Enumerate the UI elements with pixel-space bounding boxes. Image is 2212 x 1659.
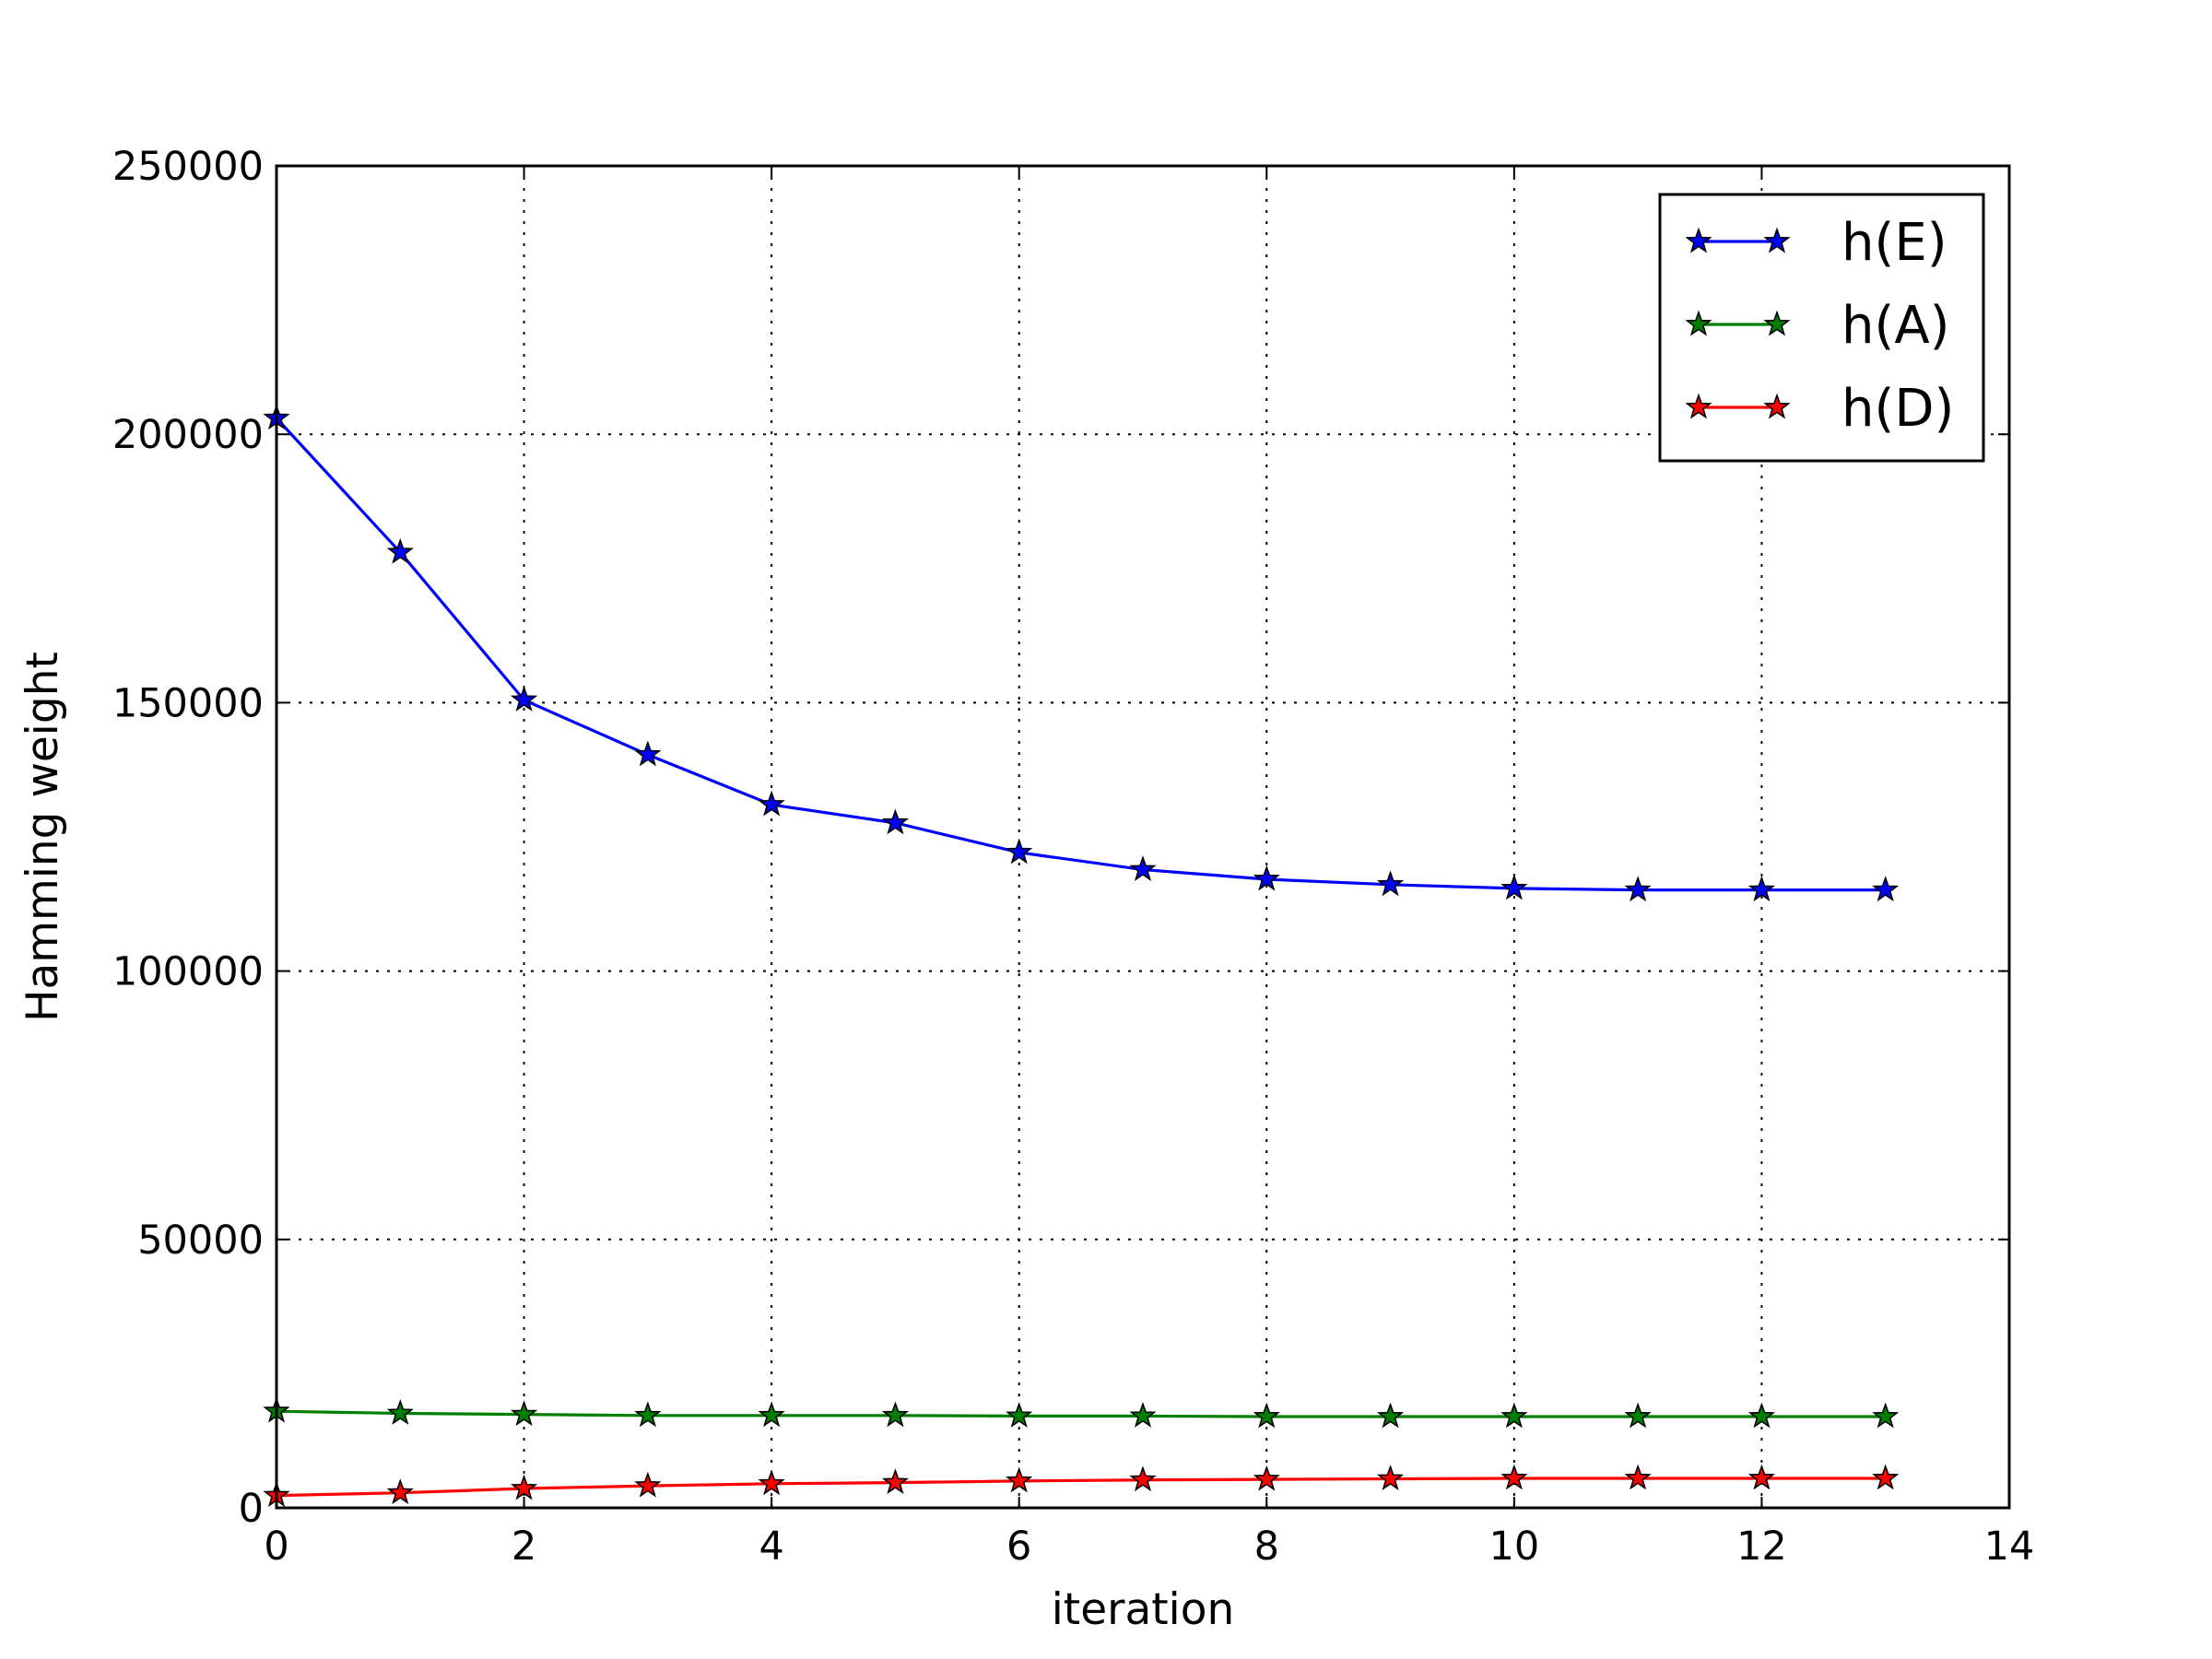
data-point-marker [881, 808, 910, 835]
data-point-marker [1006, 838, 1033, 865]
data-point-marker [1624, 1402, 1652, 1429]
data-point-marker [1872, 1464, 1900, 1490]
legend-box [1658, 193, 1985, 463]
x-tick-label: 2 [512, 1524, 536, 1570]
x-axis-label: iteration [1052, 1584, 1235, 1635]
data-point-marker [1253, 1465, 1280, 1491]
plot-frame [275, 164, 2011, 1510]
legend-marker [1685, 227, 1712, 253]
series-line [276, 1409, 1886, 1418]
data-point-marker [1624, 1464, 1652, 1490]
data-point-marker [1872, 876, 1900, 902]
data-point-marker [758, 790, 785, 817]
series-1 [263, 404, 1900, 902]
x-tick-label: 12 [1736, 1524, 1787, 1570]
data-point-marker [1376, 870, 1405, 897]
data-point-marker [1747, 876, 1776, 902]
legend-label: h(E) [1841, 213, 1947, 273]
x-tick-label: 8 [1254, 1524, 1279, 1570]
legend: h(E) h(A) h(D) [1658, 193, 1985, 463]
data-point-marker [634, 1401, 662, 1428]
y-tick-label: 200000 [112, 412, 264, 458]
data-point-marker [1872, 1402, 1900, 1429]
legend-item: h(A) [1685, 296, 1950, 356]
legend-marker [1685, 310, 1712, 336]
y-tick-label: 150000 [112, 680, 264, 726]
data-point-marker [1376, 1465, 1405, 1490]
data-point-marker [1376, 1402, 1405, 1429]
legend-label: h(D) [1841, 379, 1954, 439]
x-tick-label: 0 [264, 1524, 288, 1570]
data-point-marker [634, 740, 662, 767]
data-point-marker [510, 1474, 538, 1500]
data-point-marker [1500, 1464, 1528, 1490]
y-tick-label: 250000 [112, 144, 264, 190]
y-tick-label: 100000 [112, 949, 264, 995]
data-point-marker [881, 1468, 910, 1495]
data-point-marker [1747, 1464, 1776, 1490]
series-2 [263, 1396, 1900, 1429]
x-tick-label: 4 [759, 1524, 783, 1570]
series-3 [263, 1464, 1900, 1508]
data-point-marker [1500, 874, 1528, 900]
legend-marker [1763, 227, 1791, 253]
series-line [275, 417, 1886, 892]
data-point-marker [634, 1471, 662, 1498]
data-point-marker [1129, 1402, 1157, 1428]
data-point-marker [1129, 855, 1157, 881]
data-point-marker [1253, 865, 1280, 891]
data-point-marker [1253, 1402, 1280, 1429]
y-axis-label: Hamming weight [18, 652, 68, 1022]
data-point-marker [510, 1400, 538, 1427]
data-point-marker [1624, 876, 1652, 902]
data-point-marker [1747, 1402, 1776, 1429]
data-point-marker [758, 1469, 785, 1496]
grid [276, 166, 2009, 1508]
data-point-marker [1006, 1402, 1033, 1428]
data-point-marker [881, 1401, 910, 1428]
legend-label: h(A) [1841, 296, 1950, 356]
data-point-marker [386, 1399, 414, 1425]
legend-item: h(E) [1685, 213, 1947, 273]
axis-ticks: 0 2 4 6 8 10 12 14 0 50000 100000 150000 200000 25000… [112, 144, 2035, 1570]
legend-marker [1763, 393, 1791, 419]
series-line [276, 1477, 1886, 1498]
y-tick-label: 50000 [137, 1218, 264, 1264]
x-tick-label: 6 [1006, 1524, 1031, 1570]
data-point-marker [386, 537, 414, 564]
data-point-marker [1500, 1402, 1528, 1429]
x-tick-label: 10 [1488, 1524, 1539, 1570]
y-tick-label: 0 [239, 1486, 264, 1532]
legend-marker [1685, 393, 1712, 419]
legend-marker [1763, 310, 1791, 336]
series-layer [263, 404, 1900, 1508]
data-point-marker [1129, 1465, 1157, 1492]
legend-item: h(D) [1685, 379, 1954, 439]
data-point-marker [758, 1401, 785, 1428]
data-point-marker [386, 1478, 414, 1505]
data-point-marker [1006, 1466, 1033, 1493]
data-point-marker [510, 686, 538, 712]
x-tick-label: 14 [1984, 1524, 2035, 1570]
